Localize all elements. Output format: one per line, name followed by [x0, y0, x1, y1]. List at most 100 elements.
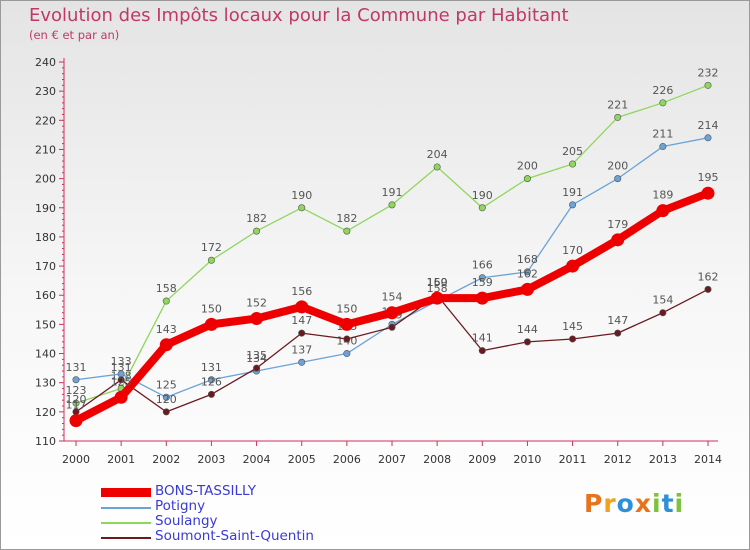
data-point — [388, 323, 396, 331]
data-label: 147 — [291, 314, 312, 327]
data-label: 168 — [517, 253, 538, 266]
x-tick-label: 2014 — [694, 453, 722, 466]
x-tick-label: 2011 — [559, 453, 587, 466]
data-label: 200 — [607, 160, 628, 173]
data-label: 147 — [607, 314, 628, 327]
data-label: 141 — [472, 332, 493, 345]
data-label: 158 — [156, 282, 177, 295]
data-point — [253, 227, 261, 235]
data-point — [207, 390, 215, 398]
y-tick-label: 130 — [35, 377, 56, 390]
data-label: 190 — [291, 189, 312, 202]
logo-letter: r — [603, 489, 617, 518]
data-point — [340, 317, 354, 331]
data-point — [614, 113, 622, 121]
data-label: 131 — [201, 361, 222, 374]
data-label: 144 — [517, 323, 538, 336]
data-label: 166 — [472, 259, 493, 272]
data-point — [566, 259, 580, 273]
logo-letter: t — [661, 489, 675, 518]
data-label: 162 — [698, 270, 719, 283]
legend-label: Soumont-Saint-Quentin — [155, 528, 314, 544]
data-point — [569, 335, 577, 343]
y-tick-label: 170 — [35, 260, 56, 273]
data-label: 156 — [291, 285, 312, 298]
data-label: 158 — [427, 282, 448, 295]
x-tick-label: 2009 — [468, 453, 496, 466]
data-label: 143 — [156, 323, 177, 336]
data-point — [72, 376, 80, 384]
y-tick-label: 110 — [35, 435, 56, 448]
data-point — [159, 338, 173, 352]
data-label: 152 — [246, 297, 267, 310]
x-tick-label: 2002 — [152, 453, 180, 466]
legend-swatch — [101, 507, 151, 509]
x-tick-label: 2008 — [423, 453, 451, 466]
y-tick-label: 220 — [35, 114, 56, 127]
data-label: 191 — [562, 186, 583, 199]
data-point — [385, 306, 399, 320]
logo-letter: x — [634, 489, 652, 518]
data-label: 125 — [111, 375, 132, 388]
data-label: 154 — [382, 291, 403, 304]
y-tick-label: 150 — [35, 318, 56, 331]
y-tick-label: 230 — [35, 85, 56, 98]
series-line-potigny — [75, 137, 709, 398]
data-point — [298, 204, 306, 212]
data-point — [204, 317, 218, 331]
data-point — [520, 282, 534, 296]
data-label: 126 — [201, 375, 222, 388]
data-label: 204 — [427, 148, 448, 161]
data-point — [478, 204, 486, 212]
data-label: 117 — [66, 399, 87, 412]
data-point — [569, 201, 577, 209]
x-tick-label: 2001 — [107, 453, 135, 466]
data-point — [207, 376, 215, 384]
data-point — [659, 143, 667, 151]
y-tick-label: 180 — [35, 231, 56, 244]
data-point — [162, 408, 170, 416]
logo-letter: o — [616, 489, 635, 518]
y-tick-label: 210 — [35, 143, 56, 156]
data-point — [656, 204, 670, 218]
data-label: 211 — [652, 128, 673, 141]
y-tick-label: 200 — [35, 173, 56, 186]
data-point — [523, 338, 531, 346]
x-tick-label: 2000 — [62, 453, 90, 466]
data-label: 133 — [111, 355, 132, 368]
data-label: 170 — [562, 244, 583, 257]
data-point — [298, 329, 306, 337]
data-point — [704, 81, 712, 89]
data-point — [523, 268, 531, 276]
data-label: 226 — [652, 84, 673, 97]
data-label: 125 — [156, 378, 177, 391]
x-tick-label: 2004 — [243, 453, 271, 466]
y-tick-label: 160 — [35, 289, 56, 302]
data-label: 137 — [291, 343, 312, 356]
data-label: 232 — [698, 66, 719, 79]
data-label: 189 — [652, 189, 673, 202]
data-point — [614, 175, 622, 183]
data-point — [295, 300, 309, 314]
data-point — [475, 291, 489, 305]
data-point — [253, 364, 261, 372]
data-point — [69, 414, 83, 428]
data-label: 145 — [562, 320, 583, 333]
x-tick-label: 2003 — [197, 453, 225, 466]
chart-subtitle: (en € et par an) — [29, 28, 120, 42]
x-tick-label: 2006 — [333, 453, 361, 466]
data-label: 172 — [201, 241, 222, 254]
y-tick-label: 190 — [35, 202, 56, 215]
logo-letter: i — [652, 489, 662, 518]
data-label: 120 — [156, 393, 177, 406]
logo-letter: i — [674, 489, 685, 518]
data-label: 134 — [246, 352, 267, 365]
data-label: 195 — [698, 171, 719, 184]
data-label: 191 — [382, 186, 403, 199]
data-point — [207, 256, 215, 264]
data-point — [569, 160, 577, 168]
data-label: 205 — [562, 145, 583, 158]
data-label: 162 — [517, 267, 538, 280]
